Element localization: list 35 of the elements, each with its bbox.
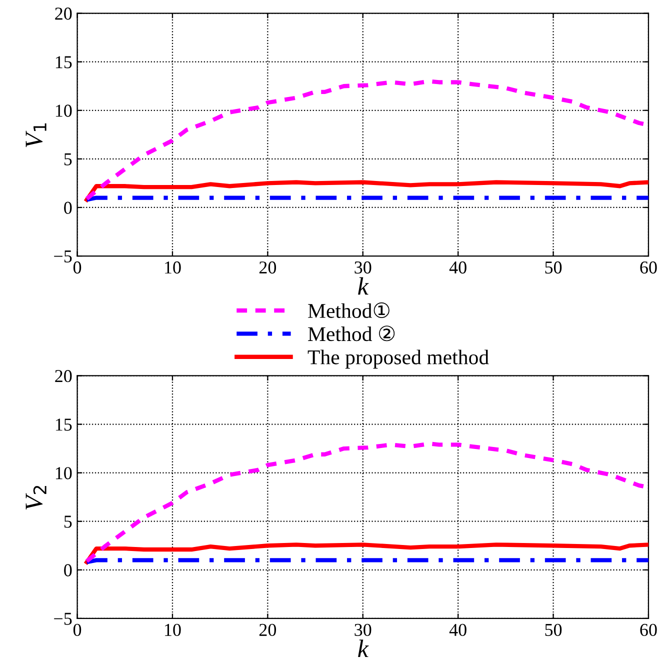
y-tick-label: 20	[55, 8, 72, 20]
x-tick-label: 20	[259, 261, 276, 274]
x-axis-title: k	[358, 277, 369, 295]
legend-label: Method①	[308, 302, 390, 318]
x-tick-label: 20	[259, 624, 276, 636]
y-tick-label: 15	[56, 56, 72, 68]
legend-label: The proposed method	[308, 350, 489, 369]
x-tick-label: 10	[165, 624, 181, 636]
y-tick-label: 0	[64, 564, 72, 576]
y-axis-title: V$_{1}$	[26, 123, 46, 148]
legend-label: Method ②	[308, 326, 395, 342]
y-tick-label: −5	[54, 612, 72, 625]
x-tick-label: 50	[545, 261, 562, 274]
x-tick-label: 10	[165, 261, 181, 274]
x-axis-title: k	[358, 640, 369, 658]
y-tick-label: 10	[56, 467, 72, 480]
x-tick-label: 30	[354, 261, 372, 274]
x-tick-label: 40	[449, 624, 466, 636]
y-tick-label: 10	[56, 104, 72, 117]
y-tick-label: 20	[55, 370, 72, 382]
line-series	[84, 180, 648, 202]
y-tick-label: −5	[54, 250, 72, 262]
x-tick-label: 30	[354, 624, 372, 636]
line-series	[84, 542, 648, 564]
x-tick-label: 60	[640, 261, 657, 274]
y-tick-label: 5	[64, 153, 72, 166]
x-tick-label: 60	[640, 624, 657, 636]
y-axis-title: V$_{2}$	[26, 486, 46, 510]
x-tick-label: 40	[449, 261, 466, 274]
x-tick-label: 50	[545, 624, 562, 636]
y-tick-label: 0	[64, 202, 72, 214]
y-tick-label: 5	[64, 516, 72, 528]
x-tick-label: 0	[73, 624, 82, 636]
x-tick-label: 0	[73, 261, 82, 274]
y-tick-label: 15	[56, 418, 72, 431]
